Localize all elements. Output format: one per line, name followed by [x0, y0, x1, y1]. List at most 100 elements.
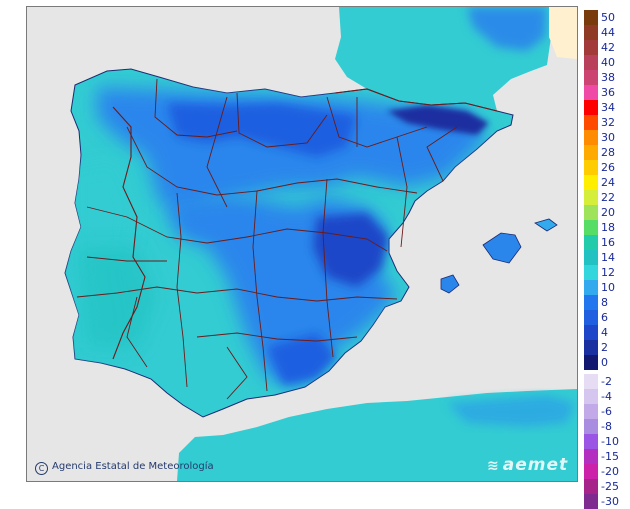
temperature-field — [67, 87, 489, 387]
legend-label: -10 — [601, 435, 619, 448]
legend-swatch — [584, 389, 598, 404]
legend-label: 6 — [601, 311, 608, 324]
legend-item: -25 — [584, 479, 630, 494]
legend-swatch — [584, 250, 598, 265]
legend-swatch — [584, 494, 598, 509]
legend-label: 4 — [601, 326, 608, 339]
legend-item: 32 — [584, 115, 630, 130]
legend-item: 30 — [584, 130, 630, 145]
legend-swatch — [584, 265, 598, 280]
legend-label: -30 — [601, 495, 619, 508]
legend-swatch — [584, 55, 598, 70]
aemet-logo: ≋ aemet — [487, 455, 568, 475]
legend-swatch — [584, 374, 598, 389]
legend-item: -2 — [584, 374, 630, 389]
legend-item: 8 — [584, 295, 630, 310]
mallorca — [482, 232, 522, 264]
legend-swatch — [584, 10, 598, 25]
legend-swatch — [584, 85, 598, 100]
legend-swatch — [584, 235, 598, 250]
legend-item: 16 — [584, 235, 630, 250]
legend-item: -4 — [584, 389, 630, 404]
legend-label: 36 — [601, 86, 615, 99]
legend-label: 18 — [601, 221, 615, 234]
legend-swatch — [584, 449, 598, 464]
legend-swatch — [584, 295, 598, 310]
pyrenees-border — [334, 88, 498, 112]
legend-label: -8 — [601, 420, 612, 433]
menorca — [534, 218, 558, 232]
legend-label: 24 — [601, 176, 615, 189]
france-cold-alps — [467, 7, 547, 51]
legend-label: 50 — [601, 11, 615, 24]
legend-item: 4 — [584, 325, 630, 340]
legend-item: 10 — [584, 280, 630, 295]
legend-item: 0 — [584, 355, 630, 370]
legend-item: 28 — [584, 145, 630, 160]
legend-item: -15 — [584, 449, 630, 464]
legend-swatch — [584, 100, 598, 115]
legend-item: 14 — [584, 250, 630, 265]
province-borders — [76, 78, 458, 400]
legend-item: -20 — [584, 464, 630, 479]
legend-item: -6 — [584, 404, 630, 419]
legend-label: -2 — [601, 375, 612, 388]
legend-swatch — [584, 434, 598, 449]
legend-item: 26 — [584, 160, 630, 175]
legend-swatch — [584, 419, 598, 434]
legend-item: 20 — [584, 205, 630, 220]
legend-label: 12 — [601, 266, 615, 279]
legend-label: -25 — [601, 480, 619, 493]
legend-item: 42 — [584, 40, 630, 55]
aemet-logo-icon: ≋ — [487, 458, 500, 474]
africa-cold — [447, 395, 575, 427]
legend-label: 38 — [601, 71, 615, 84]
legend-item: -8 — [584, 419, 630, 434]
legend-item: 2 — [584, 340, 630, 355]
credit-text: Agencia Estatal de Meteorología — [52, 461, 214, 472]
agency-credit: C Agencia Estatal de Meteorología — [35, 461, 214, 475]
legend-swatch — [584, 145, 598, 160]
map-canvas — [64, 7, 577, 481]
legend-label: 2 — [601, 341, 608, 354]
legend-swatch — [584, 25, 598, 40]
legend-label: 22 — [601, 191, 615, 204]
legend-item: 18 — [584, 220, 630, 235]
legend-swatch — [584, 479, 598, 494]
legend-item: -30 — [584, 494, 630, 509]
legend-item: 22 — [584, 190, 630, 205]
legend-label: -20 — [601, 465, 619, 478]
legend-label: 42 — [601, 41, 615, 54]
legend-swatch — [584, 130, 598, 145]
legend-label: 16 — [601, 236, 615, 249]
legend-label: 32 — [601, 116, 615, 129]
legend-label: 10 — [601, 281, 615, 294]
legend-swatch — [584, 404, 598, 419]
legend-swatch — [584, 175, 598, 190]
copyright-icon: C — [35, 462, 48, 475]
legend-swatch — [584, 115, 598, 130]
temperature-map: C Agencia Estatal de Meteorología ≋ aemet — [26, 6, 578, 482]
legend-label: 20 — [601, 206, 615, 219]
legend-label: 26 — [601, 161, 615, 174]
legend-item: 50 — [584, 10, 630, 25]
legend-item: 12 — [584, 265, 630, 280]
legend-label: 8 — [601, 296, 608, 309]
legend-swatch — [584, 70, 598, 85]
legend-swatch — [584, 220, 598, 235]
legend-label: 14 — [601, 251, 615, 264]
legend-label: 34 — [601, 101, 615, 114]
color-legend: 50 44 42 40 38 36 34 32 30 28 26 24 22 20 18 16 14 12 10 8 6… — [584, 10, 630, 509]
legend-label: 30 — [601, 131, 615, 144]
legend-swatch — [584, 310, 598, 325]
legend-swatch — [584, 160, 598, 175]
legend-swatch — [584, 355, 598, 370]
legend-label: -15 — [601, 450, 619, 463]
legend-swatch — [584, 205, 598, 220]
legend-item: -10 — [584, 434, 630, 449]
legend-item: 34 — [584, 100, 630, 115]
legend-item: 6 — [584, 310, 630, 325]
legend-swatch — [584, 464, 598, 479]
legend-label: -4 — [601, 390, 612, 403]
legend-item: 24 — [584, 175, 630, 190]
